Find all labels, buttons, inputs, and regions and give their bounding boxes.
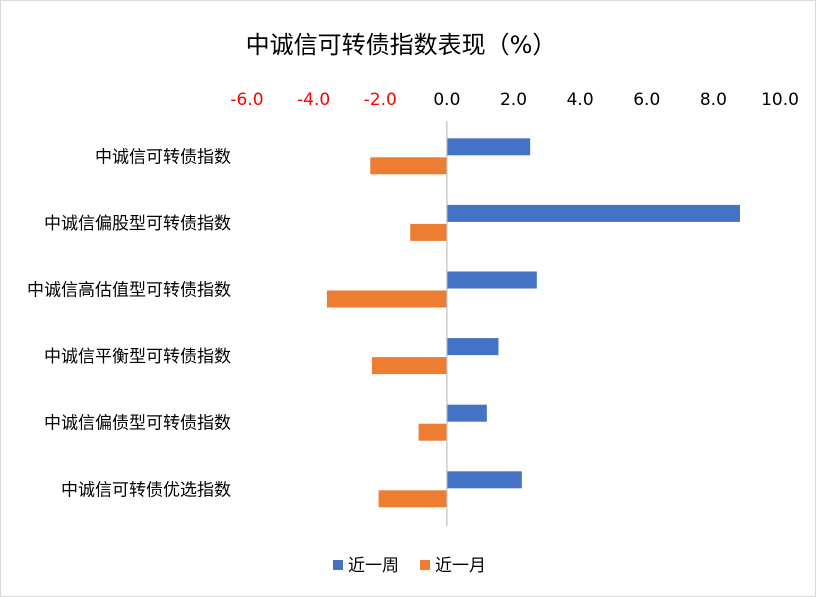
category-labels: 中诚信可转债指数中诚信偏股型可转债指数中诚信高估值型可转债指数中诚信平衡型可转债… [27,147,231,500]
x-tick-label: -2.0 [364,90,397,110]
chart-title: 中诚信可转债指数表现（%） [246,31,557,59]
legend-swatch [420,560,430,570]
bar-month [410,223,447,241]
x-tick-label: 4.0 [567,90,594,110]
x-tick-label: 8.0 [700,90,727,110]
bar-month [371,357,447,375]
bar-month [370,157,447,175]
bar-week [446,338,499,356]
category-label: 中诚信偏债型可转债指数 [44,414,231,434]
bar-week [446,471,522,489]
x-tick-label: -6.0 [230,90,263,110]
category-label: 中诚信平衡型可转债指数 [44,347,231,367]
bar-month [418,423,447,441]
legend-label: 近一月 [435,556,486,576]
x-tick-label: 0.0 [433,90,460,110]
category-label: 中诚信可转债优选指数 [61,480,231,500]
bar-week [446,204,741,222]
legend: 近一周 近一月 [333,556,486,576]
bar-week [446,404,487,422]
bar-month [378,490,447,508]
bar-week [446,138,531,156]
x-axis-ticks: -6.0 -4.0 -2.0 0.0 2.0 4.0 6.0 8.0 10.0 [230,90,799,110]
bar-month [326,290,447,308]
category-label: 中诚信偏股型可转债指数 [44,214,231,234]
x-tick-label: 10.0 [761,90,799,110]
legend-label: 近一周 [348,556,399,576]
category-label: 中诚信高估值型可转债指数 [27,281,231,301]
bars [326,138,741,508]
category-label: 中诚信可转债指数 [95,147,231,167]
x-tick-label: 6.0 [633,90,660,110]
legend-swatch [333,560,343,570]
bar-week [446,271,537,289]
x-tick-label: 2.0 [500,90,527,110]
x-tick-label: -4.0 [297,90,330,110]
